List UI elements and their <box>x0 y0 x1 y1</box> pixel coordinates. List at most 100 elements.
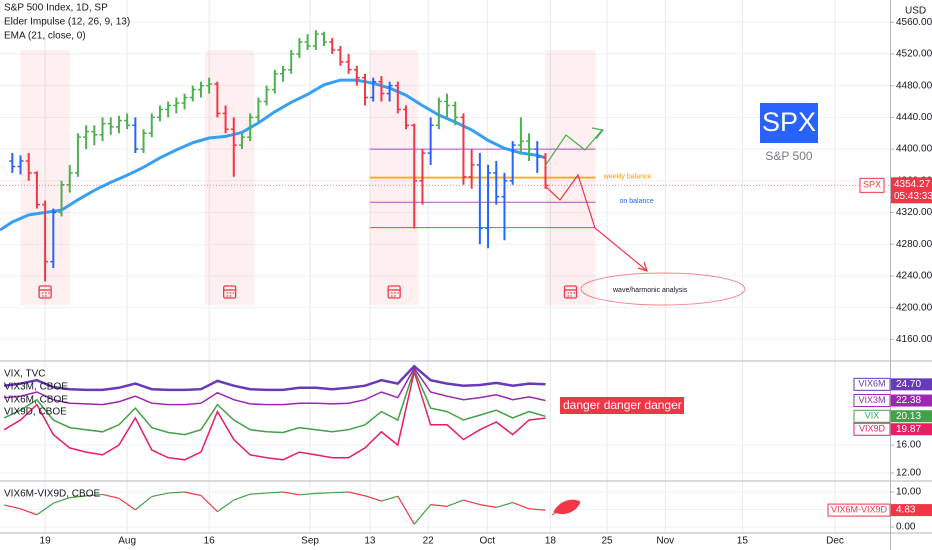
y-tick-label: 4320.00 <box>896 207 932 218</box>
spread-segment <box>348 491 366 497</box>
logo-name: S&P 500 <box>765 149 812 163</box>
highlight-range <box>205 50 255 305</box>
x-tick-label: 18 <box>545 536 557 547</box>
spread-segment <box>332 491 349 494</box>
spread-segment <box>446 499 464 507</box>
logo-box <box>760 103 818 143</box>
y-tick-label: 0.00 <box>896 522 916 533</box>
series-symbol: VIX <box>865 411 880 421</box>
series-line <box>3 364 546 392</box>
calendar-icon <box>567 292 576 297</box>
calendar-icon <box>42 292 50 297</box>
series-symbol-box <box>853 409 891 423</box>
spread-segment <box>282 491 300 496</box>
series-legend: VIX3M, CBOE <box>4 382 68 393</box>
spread-segment <box>266 491 284 494</box>
y-tick-label: 4400.00 <box>896 144 932 155</box>
series-symbol: VIX9D <box>859 424 886 434</box>
spread-segment <box>496 501 513 508</box>
currency: USD <box>905 6 926 17</box>
spread-segment <box>168 491 185 494</box>
series-value: 4.83 <box>896 505 916 516</box>
series-symbol-box <box>853 422 891 436</box>
spread-segment <box>20 508 38 516</box>
calendar-icon <box>223 285 237 299</box>
x-tick-label: 15 <box>737 536 749 547</box>
spread-segment <box>86 493 103 497</box>
series-symbol-box <box>827 503 891 517</box>
y-tick-label: 4480.00 <box>896 80 932 91</box>
series-value: 24.70 <box>896 379 921 390</box>
grid <box>0 0 890 532</box>
series-value: 22.38 <box>896 395 921 406</box>
spread-segment <box>315 492 333 495</box>
series-value: 20.13 <box>896 411 921 422</box>
spread-segment <box>184 491 202 497</box>
spread-segment <box>102 493 120 499</box>
spread-segment <box>364 495 382 502</box>
series-legend: VIX, TVC <box>4 369 46 380</box>
series-value-box <box>891 504 932 517</box>
spread-segment <box>397 495 415 525</box>
series-symbol-box <box>853 377 891 391</box>
logo-symbol: SPX <box>762 107 816 137</box>
spread-segment <box>69 495 87 499</box>
countdown: 05:43:33 <box>894 191 932 202</box>
x-tick-label: Dec <box>826 536 844 547</box>
series-symbol-box <box>853 394 891 408</box>
drawing-ellipse <box>580 272 746 306</box>
level-label: on balance <box>620 198 654 205</box>
y-tick-label: 4240.00 <box>896 271 932 282</box>
calendar-icon <box>226 292 235 297</box>
spread-segment <box>512 501 530 510</box>
last-symbol: SPX <box>863 180 881 190</box>
series-line <box>3 367 546 436</box>
spread-segment <box>53 497 70 504</box>
drawing-arrow-head <box>591 127 605 140</box>
x-tick-label: Nov <box>656 536 674 547</box>
series-symbol: VIX6M-VIX9D <box>831 504 888 514</box>
marks <box>0 30 596 525</box>
y-tick-label: 4560.00 <box>896 17 932 28</box>
spread-segment <box>36 502 54 516</box>
main-title: S&P 500 Index, 1D, SP <box>4 3 108 14</box>
series-symbol: VIX3M <box>858 395 885 405</box>
spread-segment <box>463 499 481 506</box>
x-tick-label: Aug <box>118 536 136 547</box>
y-tick-label: 4520.00 <box>896 49 932 60</box>
series-value-box <box>891 423 932 436</box>
spread-segment <box>413 504 432 525</box>
last-price: 4354.27 <box>894 179 931 190</box>
ema-line <box>0 78 546 232</box>
x-tick-label: Sep <box>301 536 319 547</box>
level-label: weekly balance <box>603 173 652 180</box>
x-tick-label: Oct <box>479 536 495 547</box>
series-value-box <box>891 394 932 407</box>
indicator-legend: Elder Impulse (12, 26, 9, 13) <box>4 17 130 28</box>
drawing-arrow-head <box>637 261 648 272</box>
leaf-icon <box>551 499 581 516</box>
y-tick-label: 4200.00 <box>896 302 932 313</box>
drawing-down-path <box>544 173 647 271</box>
drawing-text: wave/harmonic analysis <box>612 287 688 294</box>
calendar-icon <box>391 292 399 297</box>
x-tick-label: 19 <box>40 536 52 547</box>
y-tick-label: 16.00 <box>896 440 921 451</box>
spread-segment <box>3 504 21 510</box>
series-legend: VIX6M-VIX9D, CBOE <box>4 489 100 500</box>
x-tick-label: 22 <box>423 536 435 547</box>
x-tick-label: 13 <box>364 536 376 547</box>
last-symbol-box <box>859 177 885 193</box>
spread-segment <box>134 496 153 511</box>
y-tick-label: 10.00 <box>896 487 921 498</box>
note-text: danger danger danger <box>563 398 682 412</box>
last-price-box <box>891 177 932 204</box>
spread-segment <box>529 508 546 511</box>
spread-segment <box>479 504 497 508</box>
spread-segment <box>250 492 267 495</box>
spread-segment <box>381 495 399 502</box>
series-value: 19.87 <box>896 424 921 435</box>
